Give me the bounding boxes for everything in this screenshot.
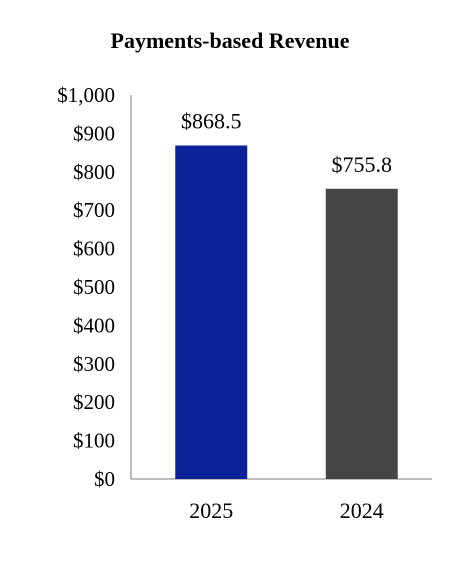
- bar-2025: [175, 145, 248, 479]
- y-tick-label: $900: [73, 121, 115, 145]
- x-tick-label: 2024: [340, 498, 384, 523]
- y-tick-labels: $0 $100 $200 $300 $400 $500 $600 $700 $800 $900 $1…: [57, 83, 115, 491]
- y-tick-label: $100: [73, 429, 115, 453]
- chart-title: Payments-based Revenue: [111, 28, 350, 53]
- x-tick-labels: 2025 2024: [189, 498, 384, 523]
- y-tick-label: $200: [73, 390, 115, 414]
- y-tick-label: $500: [73, 275, 115, 299]
- y-tick-label: $0: [94, 467, 115, 491]
- y-tick-label: $300: [73, 352, 115, 376]
- data-label-2024: $755.8: [332, 152, 393, 177]
- y-tick-label: $1,000: [57, 83, 115, 107]
- y-tick-label: $600: [73, 237, 115, 261]
- data-label-2025: $868.5: [181, 108, 242, 133]
- y-tick-label: $700: [73, 198, 115, 222]
- y-tick-label: $800: [73, 160, 115, 184]
- x-tick-label: 2025: [189, 498, 233, 523]
- bars-group: [175, 145, 398, 479]
- data-labels-group: $868.5 $755.8: [181, 108, 392, 176]
- y-tick-label: $400: [73, 313, 115, 337]
- bar-2024: [325, 188, 398, 479]
